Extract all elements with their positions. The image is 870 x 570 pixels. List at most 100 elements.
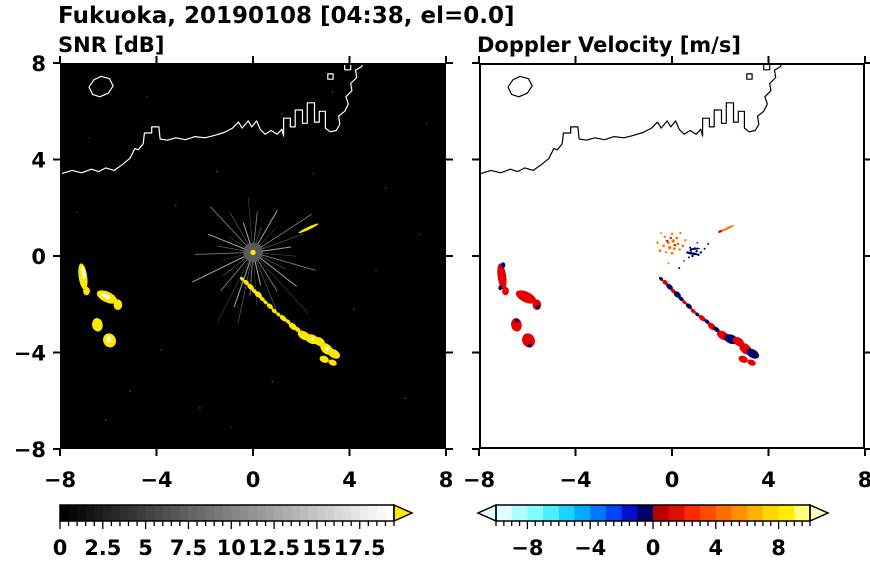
radar-echo [298,223,319,234]
colorbar-cell [621,505,638,521]
radar-echo [500,262,506,269]
colorbar-ticks [495,521,811,529]
colorbar-label: 4 [708,536,723,560]
colorbar-cell [316,505,327,521]
colorbar-cell [154,505,164,521]
colorbar-cell [700,505,717,521]
x-tick-label: 4 [342,468,357,492]
radar-echo [327,348,341,359]
colorbar-label: 10 [217,536,246,560]
coastline-island [746,73,753,80]
radar-echo [81,266,86,280]
velocity-plot [479,63,865,449]
colorbar-label: 15 [302,536,331,560]
radar-echo-dot [689,246,692,249]
radar-echo-dot [707,242,710,245]
y-tick-label: −8 [14,438,46,462]
radar-echo [294,326,301,333]
radar-echo [511,318,522,332]
colorbar-label: 8 [771,536,786,560]
radar-echo [239,276,245,281]
colorbar-label: 0 [53,536,68,560]
velocity-panel-title: Doppler Velocity [m/s] [477,33,741,57]
clutter-streak [252,252,309,314]
radar-echo [718,229,723,233]
radar-echo [535,304,541,310]
colorbar-cell [778,505,795,521]
radar-echo-dot [281,113,283,115]
colorbar-cell [171,505,181,521]
colorbar-cell [291,505,301,521]
radar-echo-dot [669,236,672,240]
clutter-streak [252,213,312,253]
velocity-panel: Doppler Velocity [m/s] −8 −4 0 4 8 [463,33,870,492]
radar-echo-dot [146,96,148,98]
radar-echo [263,300,268,305]
clutter-streak [237,252,254,324]
snr-panel-title: SNR [dB] [58,33,165,57]
colorbar-cell [274,505,284,521]
radar-echo-dot [670,232,674,235]
radar-echo-dot [696,241,699,244]
colorbar-label: −8 [511,536,543,560]
clutter-streak [252,251,316,271]
colorbar-arrow-low [476,503,497,523]
radar-echo-dot [230,426,232,428]
colorbar-frame [59,504,395,522]
colorbar-cell [376,505,387,521]
radar-echo-dot [691,254,694,258]
x-tick-label: −8 [44,468,76,492]
radar-echo [279,314,287,322]
radar-echo [738,355,748,363]
radar-echo [276,312,281,317]
colorbar-cell [111,505,121,521]
colorbar-arrow-high [809,503,830,523]
radar-echo [83,286,90,296]
radar-echo [106,336,112,343]
radar-echo-dot [663,235,666,238]
coastline-island [507,75,533,98]
radar-echo-dot [673,243,677,247]
radar-echo-dot [271,380,273,383]
radar-echo [498,285,503,291]
colorbar-labels: 0 2.5 5 7.5 10 12.5 15 17.5 [53,536,386,560]
radar-echo-dot [699,251,703,254]
colorbar-cell [205,505,215,521]
colorbar-cell [359,505,369,521]
radar-echo-dot [129,390,131,392]
radar-echo-dot [703,247,706,250]
radar-echo [682,300,687,305]
radar-echo-dot [175,204,177,206]
colorbar-cell [94,505,104,521]
colorbar-cell [496,505,513,521]
y-tick-label: 4 [31,149,46,173]
radar-echo-dot [105,419,107,421]
radar-echo [254,291,262,298]
radar-echo-dot [684,239,687,242]
radar-echo [247,283,254,291]
radar-echo-dot [686,251,689,254]
radar-echo [527,343,533,348]
colorbar-cell [265,505,275,521]
radar-echo [698,314,706,322]
x-tick-label: 0 [665,468,680,492]
colorbar-cell [256,505,267,521]
colorbar-arrow-high [393,503,414,523]
x-tick-label: 4 [761,468,776,492]
radar-echo [100,293,111,300]
radar-echo-dot [667,262,670,265]
radar-echo [266,303,273,310]
colorbar-cell [128,505,138,521]
colorbar-cell [334,505,344,521]
y-tick-label: 8 [31,52,46,76]
radar-echo [658,276,664,281]
x-tick-label: 8 [858,468,870,492]
colorbar-cell [684,505,701,521]
colorbar-cell [637,505,654,521]
colorbar-cell [145,505,155,521]
radar-echo-dot [312,173,314,175]
x-tick-label: 8 [439,468,454,492]
coastline-path [60,63,364,175]
velocity-colorbar-svg: −8 −4 0 4 8 [476,503,830,560]
x-tick-label: 0 [246,468,261,492]
